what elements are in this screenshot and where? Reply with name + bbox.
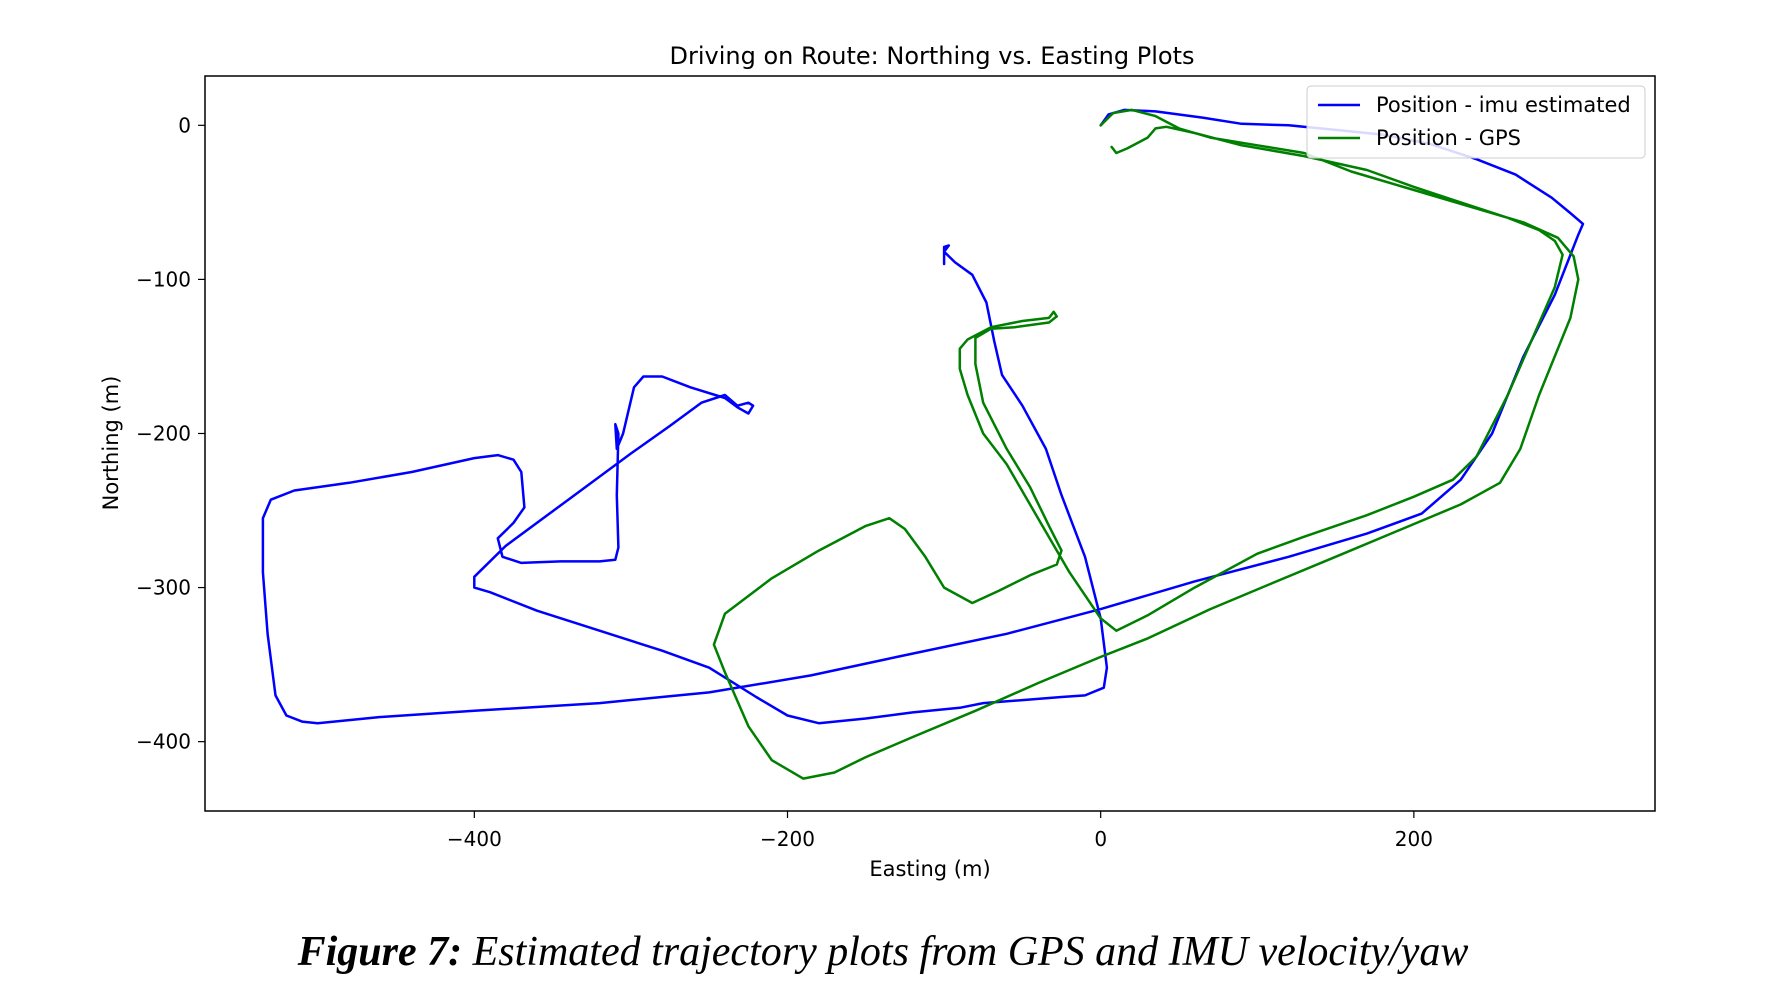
x-tick-label: 200: [1395, 827, 1433, 851]
y-tick-label: −400: [136, 730, 191, 754]
x-tick-label: −400: [447, 827, 502, 851]
figure-caption: Figure 7: Estimated trajectory plots fro…: [0, 928, 1766, 976]
y-tick-label: −200: [136, 421, 191, 445]
trajectory-chart: Driving on Route: Northing vs. Easting P…: [99, 42, 1656, 881]
legend-label-gps: Position - GPS: [1376, 126, 1521, 150]
series-line-gps: [712, 108, 1580, 780]
y-axis-label: Northing (m): [99, 376, 123, 511]
chart-title: Driving on Route: Northing vs. Easting P…: [670, 42, 1195, 70]
figure-label: Figure 7:: [297, 929, 463, 975]
y-axis-ticks: 0 −100 −200 −300 −400: [136, 113, 205, 754]
legend-box: [1306, 85, 1646, 159]
legend-label-imu: Position - imu estimated: [1376, 93, 1631, 117]
x-tick-label: 0: [1094, 827, 1107, 851]
legend: Position - imu estimated Position - GPS: [1306, 85, 1646, 159]
series-line-imu: [261, 108, 1585, 725]
y-tick-label: −300: [136, 576, 191, 600]
plot-frame: [204, 75, 1656, 812]
y-tick-label: 0: [178, 113, 191, 137]
x-axis-label: Easting (m): [869, 857, 990, 881]
y-tick-label: −100: [136, 267, 191, 291]
x-axis-ticks: −400 −200 0 200: [447, 811, 1433, 851]
figure-caption-text: Estimated trajectory plots from GPS and …: [472, 929, 1469, 975]
x-tick-label: −200: [760, 827, 815, 851]
series-layer: [261, 108, 1585, 780]
